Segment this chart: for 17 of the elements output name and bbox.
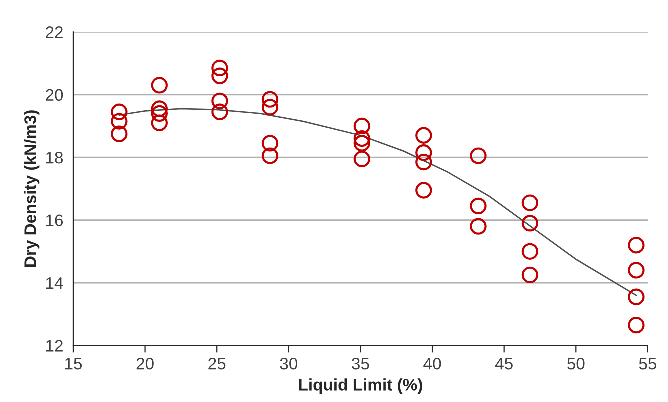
y-tick-label: 16	[46, 214, 64, 226]
x-tick-label: 15	[65, 358, 82, 370]
x-tick-label: 40	[424, 358, 442, 370]
y-tick-label: 20	[46, 89, 64, 102]
x-tick-label: 20	[136, 358, 154, 370]
x-tick-label: 55	[639, 358, 657, 370]
y-tick-label: 14	[46, 278, 64, 290]
x-axis-title: Liquid Limit (%)	[299, 378, 422, 394]
x-tick-label: 30	[280, 358, 298, 370]
y-tick-label: 18	[46, 152, 64, 164]
x-tick-label: 25	[208, 358, 226, 370]
x-tick-label: 50	[568, 358, 585, 370]
x-tick-label: 35	[352, 358, 370, 370]
y-axis-title: Dry Density (kN/m3)	[24, 110, 40, 268]
y-tick-label: 22	[46, 26, 63, 38]
x-tick-label: 45	[495, 358, 513, 370]
y-tick-label: 12	[46, 340, 63, 352]
